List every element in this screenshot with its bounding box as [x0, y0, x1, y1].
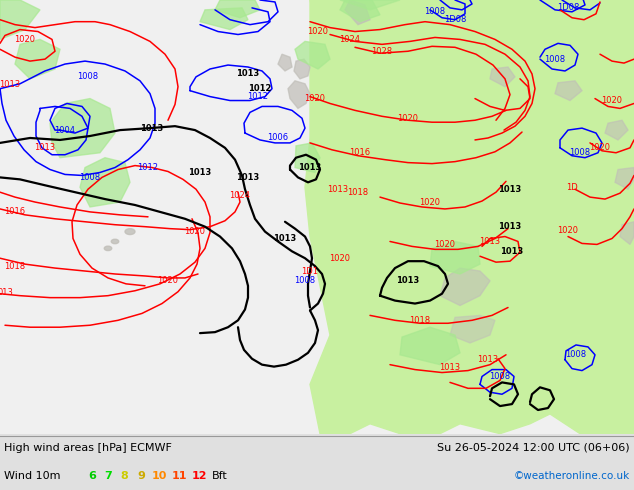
Text: 1020: 1020 — [157, 276, 179, 285]
Text: 1012: 1012 — [247, 92, 269, 101]
Text: 1013: 1013 — [140, 123, 164, 133]
Text: 1013: 1013 — [236, 70, 260, 78]
Text: 1028: 1028 — [372, 47, 392, 56]
Text: 1018: 1018 — [410, 316, 430, 325]
Text: 1020: 1020 — [15, 35, 36, 44]
Polygon shape — [295, 143, 320, 172]
Text: 1004: 1004 — [55, 125, 75, 135]
Text: 10: 10 — [152, 471, 167, 481]
Text: 1018: 1018 — [347, 188, 368, 196]
Polygon shape — [305, 0, 634, 434]
Text: 1008: 1008 — [77, 73, 98, 81]
Polygon shape — [340, 0, 400, 10]
Text: ©weatheronline.co.uk: ©weatheronline.co.uk — [514, 471, 630, 481]
Text: 1013: 1013 — [479, 237, 501, 246]
Text: 1012: 1012 — [249, 84, 272, 93]
Text: 013: 013 — [0, 288, 13, 297]
Text: 1008: 1008 — [566, 350, 586, 359]
Text: Bft: Bft — [212, 471, 228, 481]
Text: 1020: 1020 — [602, 96, 623, 105]
Polygon shape — [400, 327, 460, 365]
Polygon shape — [430, 242, 480, 274]
Text: 1008: 1008 — [79, 173, 101, 182]
Polygon shape — [80, 158, 130, 207]
Text: 1020: 1020 — [420, 197, 441, 207]
Text: 11: 11 — [172, 471, 188, 481]
Polygon shape — [200, 8, 248, 29]
Polygon shape — [294, 59, 310, 79]
Text: 1013: 1013 — [396, 276, 420, 285]
Polygon shape — [340, 0, 380, 22]
Ellipse shape — [111, 239, 119, 244]
Text: 1024: 1024 — [230, 191, 250, 199]
Polygon shape — [15, 39, 60, 79]
Text: 6: 6 — [88, 471, 96, 481]
Polygon shape — [288, 81, 310, 108]
Text: 1008: 1008 — [294, 276, 316, 285]
Text: 1D1: 1D1 — [302, 267, 318, 275]
Text: 1013: 1013 — [500, 247, 524, 256]
Text: 7: 7 — [104, 471, 112, 481]
Text: 1008: 1008 — [424, 7, 446, 16]
Text: 1013: 1013 — [236, 173, 260, 182]
Text: 1013: 1013 — [498, 185, 522, 194]
Text: 1013: 1013 — [498, 222, 522, 231]
Text: 1013: 1013 — [477, 355, 498, 364]
Ellipse shape — [104, 246, 112, 250]
Polygon shape — [215, 0, 260, 18]
Text: 1008: 1008 — [545, 54, 566, 64]
Text: 12: 12 — [192, 471, 207, 481]
Text: 1012: 1012 — [138, 163, 158, 172]
Text: 1008: 1008 — [569, 148, 590, 157]
Text: 1008: 1008 — [489, 372, 510, 381]
Polygon shape — [620, 222, 634, 245]
Text: Su 26-05-2024 12:00 UTC (06+06): Su 26-05-2024 12:00 UTC (06+06) — [437, 443, 630, 453]
Text: 1006: 1006 — [268, 133, 288, 143]
Text: 1020: 1020 — [590, 144, 611, 152]
Text: 1013: 1013 — [299, 163, 321, 172]
Text: 1020: 1020 — [304, 94, 325, 103]
Text: 8: 8 — [120, 471, 127, 481]
Text: 1016: 1016 — [349, 148, 370, 157]
Text: 1013: 1013 — [327, 185, 349, 194]
Polygon shape — [490, 67, 515, 87]
Text: 1020: 1020 — [398, 114, 418, 123]
Text: 1016: 1016 — [4, 207, 25, 217]
Text: 1020: 1020 — [434, 240, 455, 249]
Polygon shape — [310, 0, 634, 69]
Text: 1013: 1013 — [0, 80, 20, 89]
Text: 1D: 1D — [566, 183, 578, 192]
Polygon shape — [50, 98, 115, 158]
Text: Wind 10m: Wind 10m — [4, 471, 60, 481]
Polygon shape — [615, 168, 634, 189]
Text: 1020: 1020 — [307, 27, 328, 36]
Text: 1018: 1018 — [4, 262, 25, 270]
Polygon shape — [605, 120, 628, 140]
Text: 1020: 1020 — [184, 227, 205, 236]
Polygon shape — [295, 41, 330, 69]
Text: 1013: 1013 — [439, 363, 460, 372]
Text: 1D08: 1D08 — [444, 15, 466, 24]
Polygon shape — [345, 0, 370, 24]
Polygon shape — [278, 54, 292, 71]
Polygon shape — [555, 81, 582, 100]
Polygon shape — [440, 268, 490, 306]
Text: 1020: 1020 — [557, 226, 578, 235]
Polygon shape — [450, 316, 495, 343]
Text: 1013: 1013 — [34, 144, 56, 152]
Text: 1013: 1013 — [188, 168, 212, 177]
Text: 1D08: 1D08 — [557, 3, 579, 12]
Text: 1020: 1020 — [330, 254, 351, 263]
Text: 1013: 1013 — [273, 234, 297, 243]
Polygon shape — [0, 0, 40, 39]
Text: 9: 9 — [137, 471, 145, 481]
Text: 1024: 1024 — [339, 35, 361, 44]
Ellipse shape — [125, 229, 135, 235]
Text: High wind areas [hPa] ECMWF: High wind areas [hPa] ECMWF — [4, 443, 172, 453]
